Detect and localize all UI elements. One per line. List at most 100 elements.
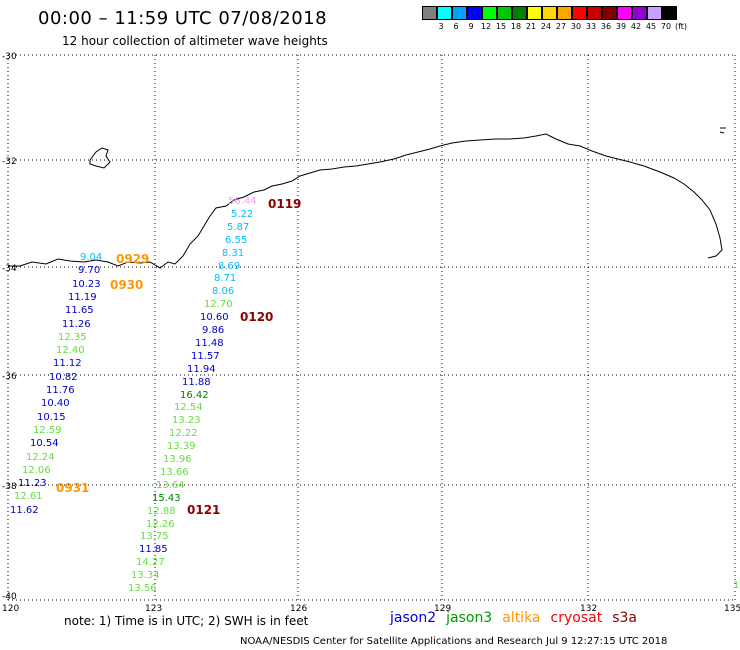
lon-label: 129 [434,604,452,614]
wave-height-value-a: 12.24 [26,451,55,463]
wave-height-value-b: 12.22 [169,428,198,440]
satellite-legend-item: jason2 [390,610,437,626]
color-swatch [557,6,572,20]
color-swatch [632,6,647,20]
color-swatch [527,6,542,20]
wave-height-value-b: 13.96 [163,454,192,465]
wave-height-value-a: 11.26 [62,318,91,330]
coastline-australia [8,133,723,269]
wave-height-value-b: 12.88 [147,505,176,517]
lat-label: -36 [2,372,17,382]
lat-label: -30 [2,52,17,62]
wave-height-value-b: 8.31 [222,247,245,259]
color-tick-label: 42 [630,22,642,31]
color-swatch [497,6,512,20]
wave-height-value-a: 10.15 [37,411,66,423]
wave-height-value-b: 13.56 [128,583,157,594]
wave-height-value-b: 9.86 [202,325,225,336]
map-title: 00:00 – 11:59 UTC 07/08/2018 [38,8,328,29]
pass-time-label: 0120 [240,310,274,324]
footer-credit: NOAA/NESDIS Center for Satellite Applica… [240,636,668,647]
color-tick-label: 70 [660,22,672,31]
wave-height-value-b: 13.64 [156,479,185,491]
wave-height-value-b: 8.06 [212,286,235,298]
wave-height-value-a: 11.62 [10,504,39,516]
satellite-legend: jason2 jason3 altika cryosat s3a [390,610,647,626]
color-swatch [542,6,557,20]
color-tick-label: (ft) [674,22,688,31]
wave-height-value-a: 11.12 [53,358,82,370]
lon-label: 120 [2,604,20,614]
lat-label: -38 [2,482,17,492]
wave-height-value-b: 12.54 [174,402,203,414]
note-text: note: 1) Time is in UTC; 2) SWH is in fe… [64,614,309,628]
island-recherche [89,147,111,169]
color-tick-label: 9 [468,22,474,31]
color-swatch [482,6,497,20]
wave-height-value-b: 13.34 [131,570,160,582]
color-tick-label: 30 [570,22,582,31]
satellite-legend-item: cryosat [550,610,603,626]
wave-height-value-b: 8.71 [214,273,237,285]
wave-height-value-a: 11.19 [68,291,97,303]
color-tick-label: 15 [495,22,507,31]
wave-height-value-b: 13.66 [160,466,189,478]
wave-height-value-a: 10.54 [30,438,59,450]
color-tick-label: 36 [600,22,612,31]
wave-height-value-a: 11.65 [65,305,94,317]
lon-label: 135 [724,604,740,614]
satellite-legend-item: s3a [612,610,637,626]
color-scale-legend [422,6,677,20]
wave-height-value-a: 10.23 [72,278,101,290]
color-tick-label: 3 [438,22,444,31]
color-swatch [662,6,677,20]
color-swatch [437,6,452,20]
wave-height-value-b: 5.22 [231,208,254,220]
pass-time-label: 0930 [110,278,144,292]
wave-height-value-b: 11.57 [191,350,220,362]
wave-height-value-a: 12.35 [58,331,87,343]
color-tick-label: 18 [510,22,522,31]
wave-height-value-edge: 1 [733,580,740,591]
wave-height-value-b: 13.75 [140,531,169,543]
lat-label: -34 [2,264,17,274]
lat-label: -40 [2,592,17,602]
lat-label: -32 [2,157,17,167]
color-tick-label: 6 [453,22,459,31]
map-subtitle: 12 hour collection of altimeter wave hei… [62,34,328,48]
wave-height-value-b: 13.39 [167,441,196,453]
wave-height-value-b: 16.42 [180,389,209,401]
pass-time-label: 0929 [116,252,150,266]
color-tick-label: 27 [555,22,567,31]
wave-height-value-b: 8.69 [218,260,241,272]
color-swatch [617,6,632,20]
color-tick-label: 12 [480,22,492,31]
island-small [719,127,726,134]
color-swatch [602,6,617,20]
wave-height-value-b: 14.27 [136,557,165,569]
pass-time-label: 0121 [187,503,221,517]
wave-height-value-b: 11.85 [139,544,168,556]
color-swatch [452,6,467,20]
wave-height-value-b: 5.87 [227,221,250,233]
color-tick-label: 21 [525,22,537,31]
wave-height-value-a: 9.04 [80,252,103,263]
wave-height-value-b: 11.48 [195,337,224,349]
pass-time-label: 0119 [268,197,302,211]
color-tick-label: 39 [615,22,627,31]
wave-height-value-b: 13.23 [172,415,201,427]
satellite-legend-item: altika [502,610,541,626]
wave-height-value-b: 56.44 [228,196,257,207]
color-scale-ticks: 3 6 9 12 15 18 21 24 27 30 33 36 39 42 45 70 (ft) [422,22,740,34]
wave-height-value-a: 10.40 [41,398,70,410]
wave-height-value-a: 11.76 [46,385,75,396]
color-tick-label: 33 [585,22,597,31]
lon-label: 123 [145,604,163,614]
wave-height-value-b: 6.55 [225,234,248,246]
color-swatch [647,6,662,20]
wave-height-value-a: 10.82 [49,371,78,383]
wave-height-value-a: 12.61 [14,491,43,503]
wave-height-value-a: 12.40 [56,345,85,357]
pass-time-label: 0931 [56,481,90,495]
